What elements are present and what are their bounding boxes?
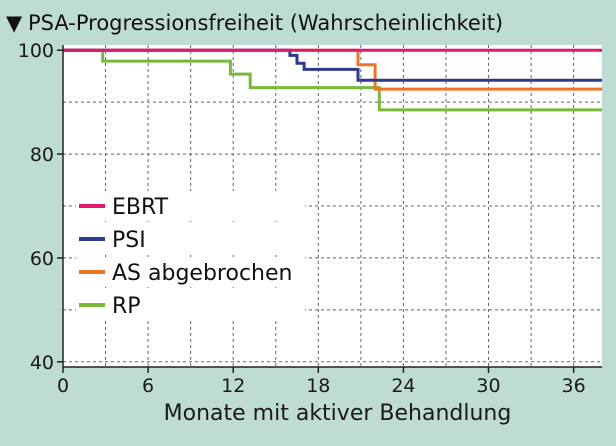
series-layer	[63, 48, 602, 112]
x-tick-label: 30	[476, 375, 500, 397]
x-tick-label: 12	[221, 375, 245, 397]
series-line-psi	[63, 48, 602, 82]
y-tick-label: 100	[18, 40, 54, 62]
series-line-rp	[63, 48, 602, 112]
legend-entry-background	[76, 257, 305, 287]
x-tick-label: 0	[57, 375, 69, 397]
legend-label: AS abgebrochen	[112, 261, 292, 286]
x-tick-label: 6	[142, 375, 154, 397]
legend-label: EBRT	[112, 195, 169, 220]
legend-entry-background	[76, 290, 305, 320]
chart-title: ▼ PSA-Progressionsfreiheit (Wahrscheinli…	[6, 11, 503, 35]
legend-label: RP	[112, 294, 141, 319]
x-axis-label: Monate mit aktiver Behandlung	[164, 401, 512, 426]
x-tick-label: 24	[391, 375, 415, 397]
x-tick-label: 36	[562, 375, 586, 397]
y-tick-label: 80	[30, 144, 54, 166]
title-marker: ▼	[6, 11, 23, 35]
legend-entry-background	[76, 224, 305, 254]
legend-label: PSI	[112, 228, 146, 253]
legend: EBRT PSI AS abgebrochen RP	[76, 191, 305, 320]
y-tick-label: 40	[30, 352, 54, 374]
legend-entry-background	[76, 191, 305, 221]
y-tick-label: 60	[30, 248, 54, 270]
title-text: PSA-Progressionsfreiheit (Wahrscheinlich…	[28, 11, 503, 35]
x-tick-label: 18	[306, 375, 330, 397]
axis-layer: 40 60 80 100 0 6 12 18 24 30 36	[18, 40, 602, 397]
